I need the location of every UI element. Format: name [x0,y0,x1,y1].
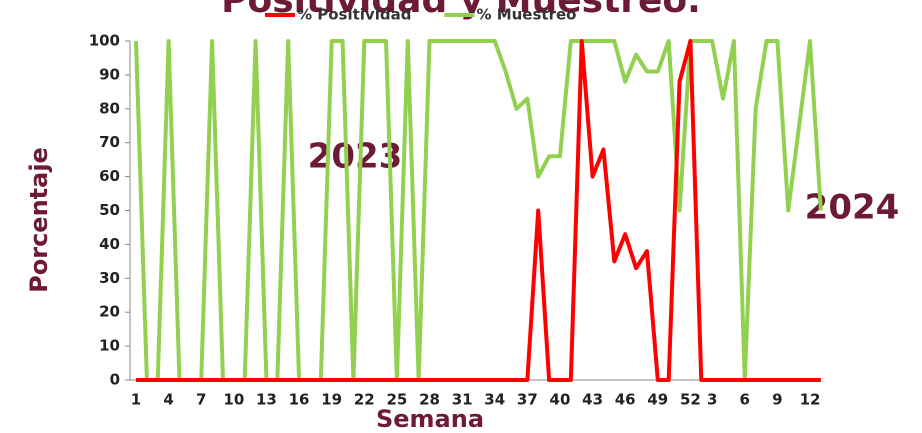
x-axis-label: Semana [376,405,484,433]
x-tick-label: 1 [131,391,141,409]
y-tick-label: 90 [99,65,120,83]
x-tick-label: 22 [354,391,375,409]
y-tick-label: 0 [110,371,120,389]
x-tick-label: 25 [386,391,407,409]
x-tick-label: 31 [452,391,473,409]
y-tick-label: 60 [99,167,120,185]
y-tick-label: 70 [99,133,120,151]
x-tick-label: 19 [321,391,342,409]
x-tick-label: 28 [419,391,440,409]
y-tick-label: 20 [99,303,120,321]
x-tick-label: 13 [256,391,277,409]
y-tick-label: 30 [99,269,120,287]
chart-title: Positividad y Muestreo. [221,0,701,21]
x-tick-label: 9 [772,391,782,409]
annotation: 2023 [308,137,403,177]
y-tick-label: 100 [89,32,120,50]
x-tick-label: 16 [289,391,310,409]
series-line [136,39,821,382]
y-tick-label: 50 [99,201,120,219]
x-tick-label: 10 [223,391,244,409]
x-tick-label: 12 [800,391,821,409]
x-tick-label: 46 [615,391,636,409]
x-tick-label: 52 [680,391,701,409]
x-tick-label: 43 [582,391,603,409]
x-tick-label: 37 [517,391,538,409]
series-line [134,39,823,382]
y-tick-label: 40 [99,235,120,253]
x-tick-label: 34 [484,391,505,409]
x-tick-label: 3 [707,391,717,409]
x-tick-label: 4 [163,391,173,409]
legend-label: % Positividad [297,6,411,24]
y-tick-label: 10 [99,337,120,355]
x-tick-label: 6 [740,391,750,409]
x-tick-label: 40 [550,391,571,409]
x-tick-label: 7 [196,391,206,409]
x-tick-label: 49 [647,391,668,409]
y-tick-label: 80 [99,99,120,117]
y-axis-label: Porcentaje [25,147,53,293]
legend-label: % Muestreo [476,6,576,24]
